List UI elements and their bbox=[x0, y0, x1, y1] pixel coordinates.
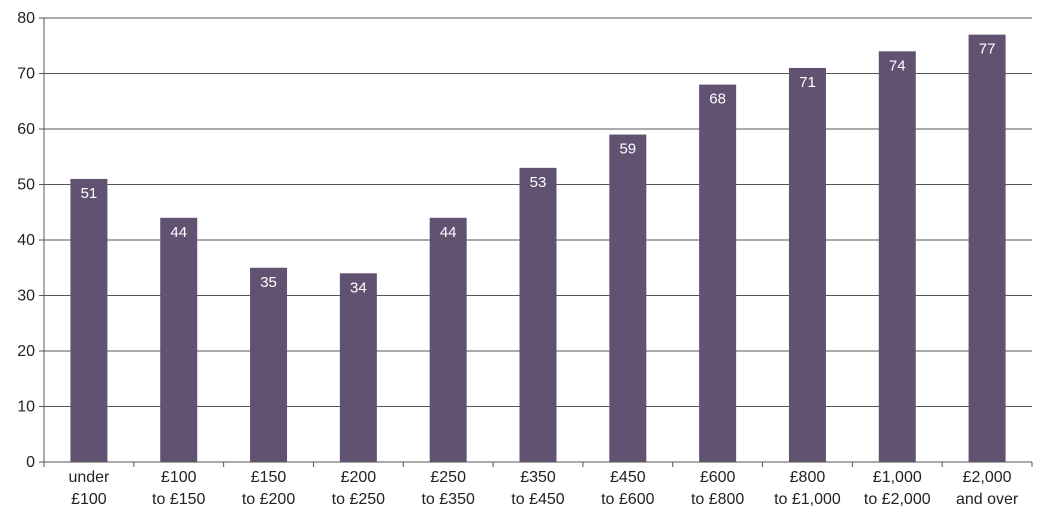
x-category-label: to £600 bbox=[601, 491, 654, 508]
x-category-label: £1,000 bbox=[873, 469, 922, 486]
bar bbox=[519, 167, 557, 462]
x-category-label: to £2,000 bbox=[864, 491, 931, 508]
y-tick-label: 50 bbox=[17, 177, 35, 194]
x-category-label: and over bbox=[956, 491, 1019, 508]
y-tick-label: 80 bbox=[17, 10, 35, 27]
y-tick-label: 0 bbox=[26, 454, 35, 471]
y-tick-label: 70 bbox=[17, 66, 35, 83]
y-tick-label: 20 bbox=[17, 343, 35, 360]
x-category-label: to £1,000 bbox=[774, 491, 841, 508]
x-category-label: £100 bbox=[71, 491, 107, 508]
bar bbox=[609, 134, 647, 463]
bar bbox=[878, 51, 916, 463]
bar bbox=[429, 217, 467, 462]
x-category-label: £800 bbox=[790, 469, 826, 486]
y-tick-label: 30 bbox=[17, 288, 35, 305]
x-category-label: to £250 bbox=[332, 491, 385, 508]
data-label: 59 bbox=[619, 141, 636, 158]
data-label: 34 bbox=[350, 279, 367, 296]
bar bbox=[699, 84, 737, 462]
bar bbox=[70, 178, 108, 462]
data-label: 77 bbox=[979, 41, 996, 58]
y-tick-label: 40 bbox=[17, 232, 35, 249]
data-label: 35 bbox=[260, 274, 277, 291]
x-category-label: £450 bbox=[610, 469, 646, 486]
data-label: 53 bbox=[530, 174, 547, 191]
x-category-label: £150 bbox=[251, 469, 287, 486]
data-label: 44 bbox=[440, 224, 457, 241]
data-label: 44 bbox=[170, 224, 187, 241]
x-category-label: £250 bbox=[430, 469, 466, 486]
data-label: 71 bbox=[799, 74, 816, 91]
x-category-label: £350 bbox=[520, 469, 556, 486]
x-category-label: under bbox=[68, 469, 110, 486]
bar bbox=[968, 34, 1006, 463]
y-tick-label: 10 bbox=[17, 399, 35, 416]
x-category-label: £100 bbox=[161, 469, 197, 486]
bar bbox=[160, 217, 198, 462]
bar bbox=[250, 267, 288, 462]
bar bbox=[339, 273, 377, 462]
x-category-label: to £150 bbox=[152, 491, 205, 508]
data-label: 68 bbox=[709, 91, 726, 108]
x-category-label: to £200 bbox=[242, 491, 295, 508]
data-label: 74 bbox=[889, 57, 906, 74]
labels: 0 10 20 30 40 50 60 70 80 51 under £100 44 £100 to £15… bbox=[17, 10, 1019, 508]
x-category-label: to £350 bbox=[421, 491, 474, 508]
bars bbox=[70, 34, 1006, 463]
data-label: 51 bbox=[81, 185, 98, 202]
x-category-label: £200 bbox=[341, 469, 377, 486]
x-category-label: £600 bbox=[700, 469, 736, 486]
x-category-label: £2,000 bbox=[963, 469, 1012, 486]
bar bbox=[788, 67, 826, 462]
axes bbox=[39, 17, 1033, 467]
x-category-label: to £800 bbox=[691, 491, 744, 508]
y-tick-label: 60 bbox=[17, 121, 35, 138]
x-category-label: to £450 bbox=[511, 491, 564, 508]
